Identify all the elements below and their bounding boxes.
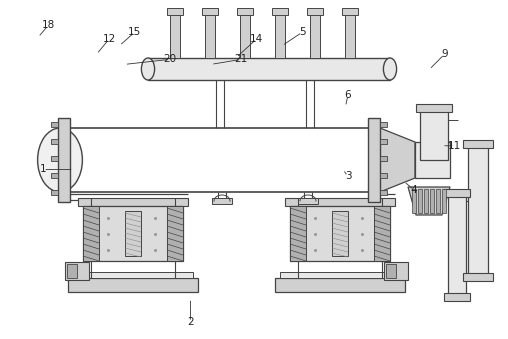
Ellipse shape (384, 58, 397, 80)
Text: 6: 6 (344, 90, 352, 100)
Ellipse shape (141, 58, 154, 80)
Bar (384, 262, 408, 280)
Bar (170, 13, 180, 58)
Bar (272, 8, 288, 15)
Bar (380, 156, 387, 161)
Text: 4: 4 (410, 185, 418, 195)
Bar (415, 142, 450, 178)
Bar (380, 139, 387, 144)
Text: 12: 12 (103, 34, 116, 44)
Bar (386, 264, 396, 278)
Bar (345, 13, 355, 58)
Bar (167, 8, 183, 15)
Bar (442, 189, 446, 213)
Bar (310, 13, 320, 58)
Bar (374, 206, 390, 261)
Bar (418, 189, 422, 213)
Text: 11: 11 (448, 141, 461, 151)
Bar (430, 189, 434, 213)
Bar (51, 190, 58, 195)
Text: 9: 9 (441, 49, 448, 59)
Bar (307, 8, 323, 15)
Text: 5: 5 (299, 27, 306, 37)
Bar (380, 122, 387, 127)
Text: 21: 21 (235, 54, 248, 64)
Bar (78, 198, 188, 206)
Text: 1: 1 (40, 164, 47, 175)
Bar (380, 190, 387, 195)
Bar (380, 173, 387, 178)
Text: 20: 20 (164, 54, 177, 64)
Bar (68, 278, 198, 292)
Bar (416, 104, 452, 112)
Bar (280, 272, 400, 278)
Bar (212, 198, 232, 204)
Bar (342, 8, 358, 15)
Bar (290, 206, 390, 261)
Bar (275, 278, 405, 292)
Bar (65, 262, 89, 280)
Bar (51, 139, 58, 144)
Bar (205, 13, 215, 58)
Polygon shape (380, 128, 415, 192)
Bar (51, 122, 58, 127)
Bar (444, 293, 470, 301)
Bar (148, 58, 390, 80)
Bar (468, 145, 488, 275)
Bar (420, 110, 448, 160)
Bar (290, 206, 306, 261)
Bar (51, 173, 58, 178)
Bar (58, 118, 70, 202)
Bar (83, 206, 183, 261)
Ellipse shape (38, 128, 82, 192)
Bar (424, 189, 428, 213)
Bar (444, 189, 470, 197)
Bar (298, 198, 318, 204)
Bar (275, 13, 285, 58)
Bar (67, 264, 77, 278)
Bar (240, 13, 250, 58)
Bar (167, 206, 183, 261)
Bar (412, 189, 416, 213)
Polygon shape (408, 187, 450, 215)
Text: 14: 14 (250, 34, 263, 44)
Text: 2: 2 (187, 317, 194, 327)
Bar (73, 272, 193, 278)
Bar (83, 206, 99, 261)
Text: 3: 3 (344, 171, 352, 181)
Bar (237, 8, 253, 15)
Bar (436, 189, 440, 213)
Text: 15: 15 (128, 27, 141, 37)
Bar (125, 211, 141, 256)
Bar (332, 211, 348, 256)
Bar (448, 195, 466, 295)
Bar (463, 140, 493, 148)
Text: 18: 18 (42, 20, 55, 31)
Bar (463, 273, 493, 281)
Bar (202, 8, 218, 15)
Bar (285, 198, 395, 206)
Bar (368, 118, 380, 202)
Bar (51, 156, 58, 161)
